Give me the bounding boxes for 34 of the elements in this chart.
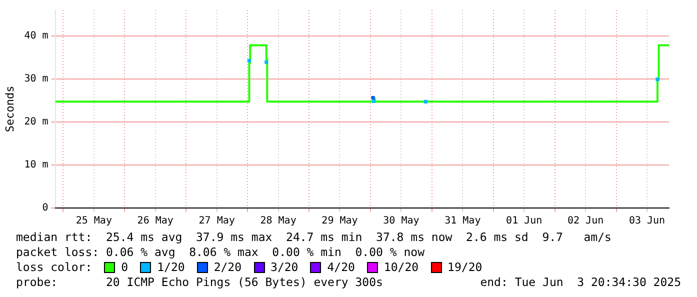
x-tick-label: 01 Jun: [506, 216, 542, 227]
text: probe: 20 ICMP Echo Pings (56 Bytes) every 300s: [16, 275, 383, 290]
y-tick-label: 30 m: [24, 73, 48, 84]
x-tick-label: 25 May: [76, 216, 112, 227]
x-tick-label: 02 Jun: [568, 216, 604, 227]
legend-label: 4/20: [327, 260, 355, 275]
text: end: Tue Jun 3 20:34:30 2025: [480, 275, 681, 290]
legend-label: 3/20: [270, 260, 298, 275]
y-tick-label: 10 m: [24, 160, 48, 171]
point: [372, 99, 376, 104]
x-tick-label: 28 May: [260, 216, 296, 227]
legend-label: 2/20: [214, 260, 242, 275]
x-tick-label: 31 May: [444, 216, 481, 227]
y-tick-label: 0: [42, 202, 48, 214]
y-tick-label: 40 m: [24, 30, 48, 42]
x-tick-label: 26 May: [137, 216, 174, 227]
legend-label: 0: [121, 260, 128, 275]
x-tick-label: 03 Jun: [628, 216, 666, 227]
text: median rtt: 25.4 ms avg 37.9 ms max 24.7 ms min 37.8 ms now 2.6 ms sd 9.7 am/s: [16, 230, 612, 245]
legend-title: loss color:: [16, 260, 92, 275]
legend-label: 19/20: [448, 260, 482, 275]
point: [424, 100, 428, 104]
text: packet loss: 0.06 % avg 8.06 % max 0.00 % min 0.00 % now: [16, 245, 426, 260]
point: [656, 78, 660, 82]
x-tick-label: 27 May: [198, 216, 235, 227]
point: [264, 60, 268, 64]
legend-label: 10/20: [384, 260, 419, 275]
x-tick-label: 29 May: [322, 216, 358, 227]
x-tick-label: 30 May: [383, 216, 420, 227]
point: [371, 96, 375, 100]
point: [247, 59, 252, 63]
legend-label: 1/20: [157, 260, 185, 275]
y-tick-label: 20 m: [24, 116, 48, 128]
y-axis-title: Seconds: [3, 86, 16, 132]
